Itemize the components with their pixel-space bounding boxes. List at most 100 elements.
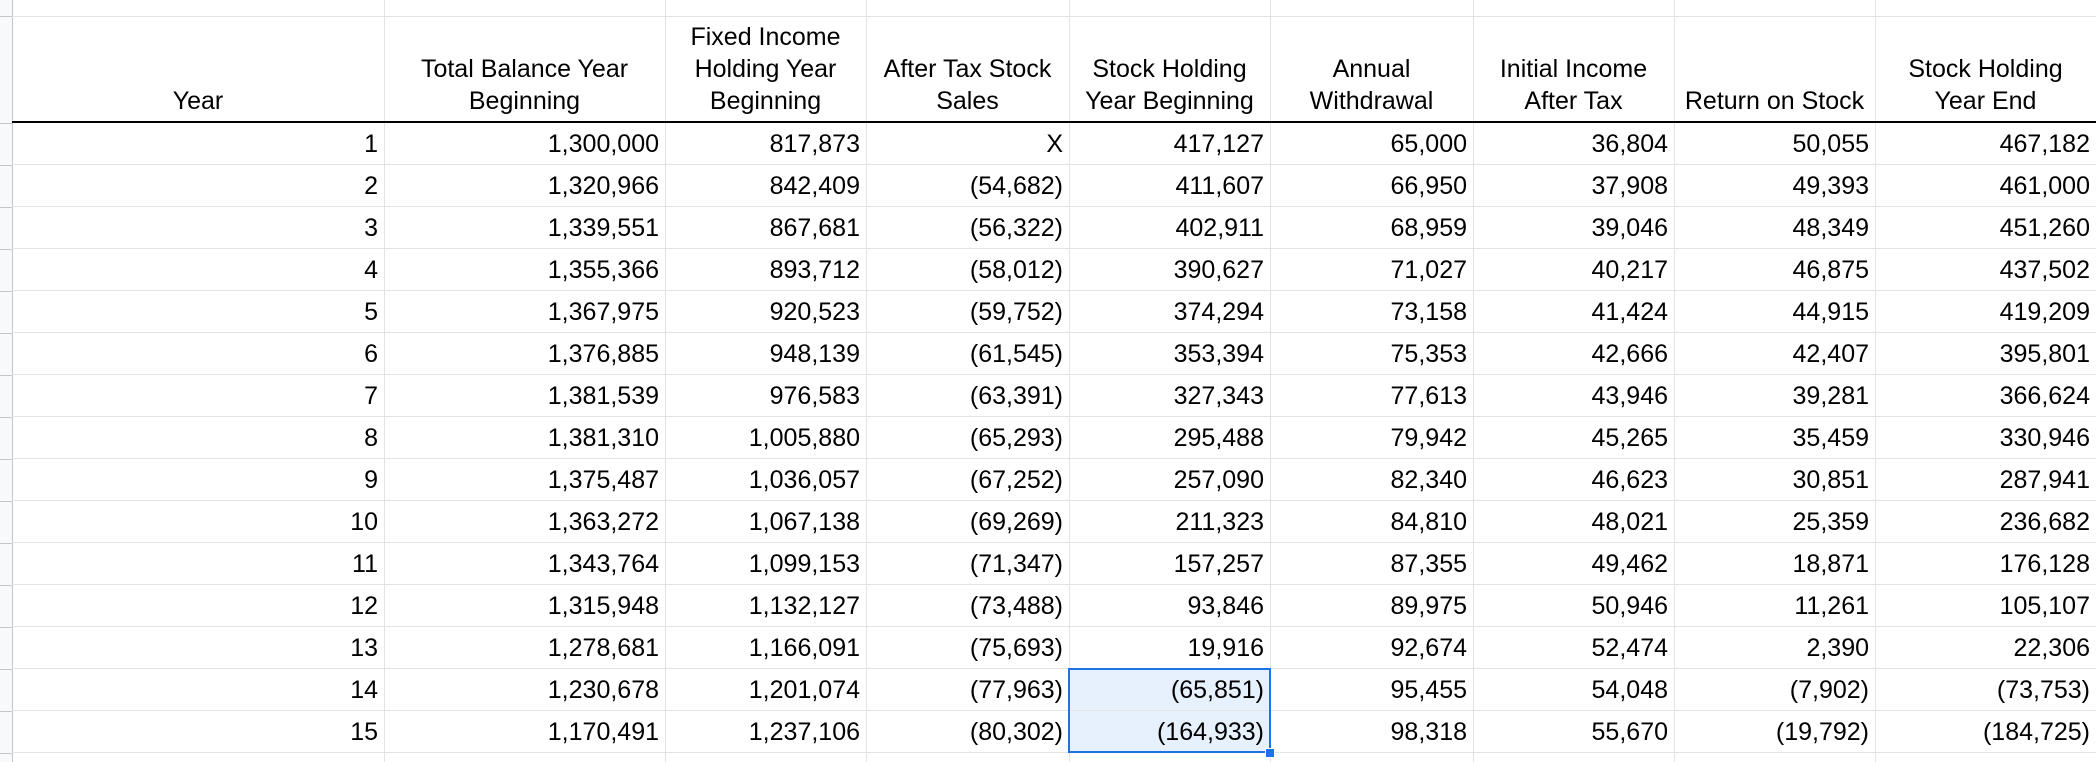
table-cell[interactable]: 46,623 — [1591, 465, 1668, 494]
table-cell[interactable]: 54,048 — [1591, 675, 1668, 704]
table-cell[interactable]: 42,407 — [1792, 339, 1869, 368]
table-cell[interactable]: 1,375,487 — [547, 465, 659, 494]
table-cell[interactable]: (63,391) — [969, 381, 1063, 410]
table-cell[interactable]: 461,000 — [1999, 171, 2090, 200]
table-cell[interactable]: 366,624 — [1999, 381, 2090, 410]
table-cell[interactable]: 11,261 — [1794, 591, 1869, 620]
table-cell[interactable]: 411,607 — [1175, 171, 1264, 200]
table-cell[interactable]: 46,875 — [1792, 255, 1869, 284]
table-cell[interactable]: 89,975 — [1390, 591, 1467, 620]
table-cell[interactable]: 1,166,091 — [748, 633, 860, 662]
column-header-cell[interactable]: Year — [12, 0, 384, 121]
table-cell[interactable]: 105,107 — [1999, 591, 2090, 620]
table-cell[interactable]: 1 — [364, 129, 378, 158]
table-cell[interactable]: 893,712 — [769, 255, 860, 284]
table-cell[interactable]: (19,792) — [1775, 717, 1869, 746]
table-cell[interactable]: 10 — [350, 507, 378, 536]
table-cell[interactable]: 82,340 — [1390, 465, 1467, 494]
table-cell[interactable]: (75,693) — [969, 633, 1063, 662]
table-cell[interactable]: 417,127 — [1173, 129, 1264, 158]
table-cell[interactable]: 2 — [364, 171, 378, 200]
table-cell[interactable]: 48,021 — [1591, 507, 1668, 536]
table-cell[interactable]: 15 — [350, 717, 378, 746]
table-cell[interactable]: 257,090 — [1173, 465, 1264, 494]
table-cell[interactable]: (61,545) — [969, 339, 1063, 368]
table-cell[interactable]: 25,359 — [1792, 507, 1869, 536]
table-cell[interactable]: 1,132,127 — [748, 591, 860, 620]
table-cell[interactable]: (67,252) — [969, 465, 1063, 494]
column-header-cell[interactable]: After Tax Stock Sales — [866, 0, 1069, 121]
table-cell[interactable]: 8 — [364, 423, 378, 452]
table-cell[interactable]: 50,946 — [1591, 591, 1668, 620]
table-cell[interactable]: 22,306 — [2013, 633, 2090, 662]
table-cell[interactable]: 44,915 — [1792, 297, 1869, 326]
table-cell[interactable]: 2,390 — [1806, 633, 1869, 662]
table-cell[interactable]: (77,963) — [969, 675, 1063, 704]
table-cell[interactable]: 35,459 — [1792, 423, 1869, 452]
table-cell[interactable]: 1,339,551 — [547, 213, 659, 242]
table-cell[interactable]: 1,300,000 — [547, 129, 659, 158]
table-cell[interactable]: 1,315,948 — [547, 591, 659, 620]
table-cell[interactable]: (58,012) — [969, 255, 1063, 284]
table-cell[interactable]: 9 — [364, 465, 378, 494]
table-cell[interactable]: 976,583 — [769, 381, 860, 410]
table-cell[interactable]: 65,000 — [1390, 129, 1467, 158]
table-cell[interactable]: 13 — [350, 633, 378, 662]
table-cell[interactable]: 948,139 — [769, 339, 860, 368]
table-cell[interactable]: 451,260 — [1999, 213, 2090, 242]
table-cell[interactable]: 40,217 — [1591, 255, 1668, 284]
table-cell[interactable]: 7 — [364, 381, 378, 410]
table-cell[interactable]: (65,293) — [969, 423, 1063, 452]
table-cell[interactable]: 374,294 — [1173, 297, 1264, 326]
table-cell[interactable]: 1,320,966 — [547, 171, 659, 200]
table-cell[interactable]: 45,265 — [1591, 423, 1668, 452]
table-cell[interactable]: 1,005,880 — [748, 423, 860, 452]
table-cell[interactable]: 1,036,057 — [748, 465, 860, 494]
table-cell[interactable]: 402,911 — [1175, 213, 1264, 242]
table-cell[interactable]: 79,942 — [1390, 423, 1467, 452]
table-cell[interactable]: (7,902) — [1789, 675, 1869, 704]
table-cell[interactable]: 52,474 — [1591, 633, 1668, 662]
fill-handle[interactable] — [1265, 748, 1275, 758]
table-cell[interactable]: 87,355 — [1390, 549, 1467, 578]
table-cell[interactable]: 49,462 — [1591, 549, 1668, 578]
table-cell[interactable]: 920,523 — [769, 297, 860, 326]
table-cell[interactable]: 817,873 — [769, 129, 860, 158]
table-cell[interactable]: 867,681 — [769, 213, 860, 242]
table-cell[interactable]: 1,230,678 — [547, 675, 659, 704]
table-cell[interactable]: 211,323 — [1175, 507, 1264, 536]
table-cell[interactable]: 39,046 — [1591, 213, 1668, 242]
table-cell[interactable]: 30,851 — [1792, 465, 1869, 494]
table-cell[interactable]: 437,502 — [1999, 255, 2090, 284]
table-cell[interactable]: 395,801 — [1999, 339, 2090, 368]
row-header-strip[interactable] — [0, 0, 13, 762]
table-cell[interactable]: 36,804 — [1591, 129, 1668, 158]
table-cell[interactable]: 11 — [352, 549, 378, 578]
selected-cell[interactable]: (164,933) — [1069, 711, 1270, 753]
table-cell[interactable]: 41,424 — [1591, 297, 1668, 326]
table-cell[interactable]: 287,941 — [1999, 465, 2090, 494]
table-cell[interactable]: 49,393 — [1792, 171, 1869, 200]
table-cell[interactable]: (56,322) — [969, 213, 1063, 242]
table-cell[interactable]: (184,725) — [1982, 717, 2090, 746]
table-cell[interactable]: 1,343,764 — [547, 549, 659, 578]
table-cell[interactable]: 6 — [364, 339, 378, 368]
table-cell[interactable]: (69,269) — [969, 507, 1063, 536]
column-header-cell[interactable]: Annual Withdrawal — [1270, 0, 1473, 121]
table-cell[interactable]: 330,946 — [1999, 423, 2090, 452]
column-header-cell[interactable]: Stock Holding Year End — [1875, 0, 2096, 121]
table-cell[interactable]: 75,353 — [1390, 339, 1467, 368]
table-cell[interactable]: 43,946 — [1591, 381, 1668, 410]
selected-cell[interactable]: (65,851) — [1069, 669, 1270, 711]
table-cell[interactable]: (73,488) — [969, 591, 1063, 620]
table-cell[interactable]: 1,367,975 — [547, 297, 659, 326]
column-header-cell[interactable]: Stock Holding Year Beginning — [1069, 0, 1270, 121]
table-cell[interactable]: (73,753) — [1996, 675, 2090, 704]
table-cell[interactable]: 3 — [364, 213, 378, 242]
table-cell[interactable]: 1,201,074 — [748, 675, 860, 704]
table-cell[interactable]: 467,182 — [1999, 129, 2090, 158]
table-cell[interactable]: 1,381,310 — [547, 423, 659, 452]
table-cell[interactable]: (59,752) — [969, 297, 1063, 326]
table-cell[interactable]: 1,363,272 — [547, 507, 659, 536]
